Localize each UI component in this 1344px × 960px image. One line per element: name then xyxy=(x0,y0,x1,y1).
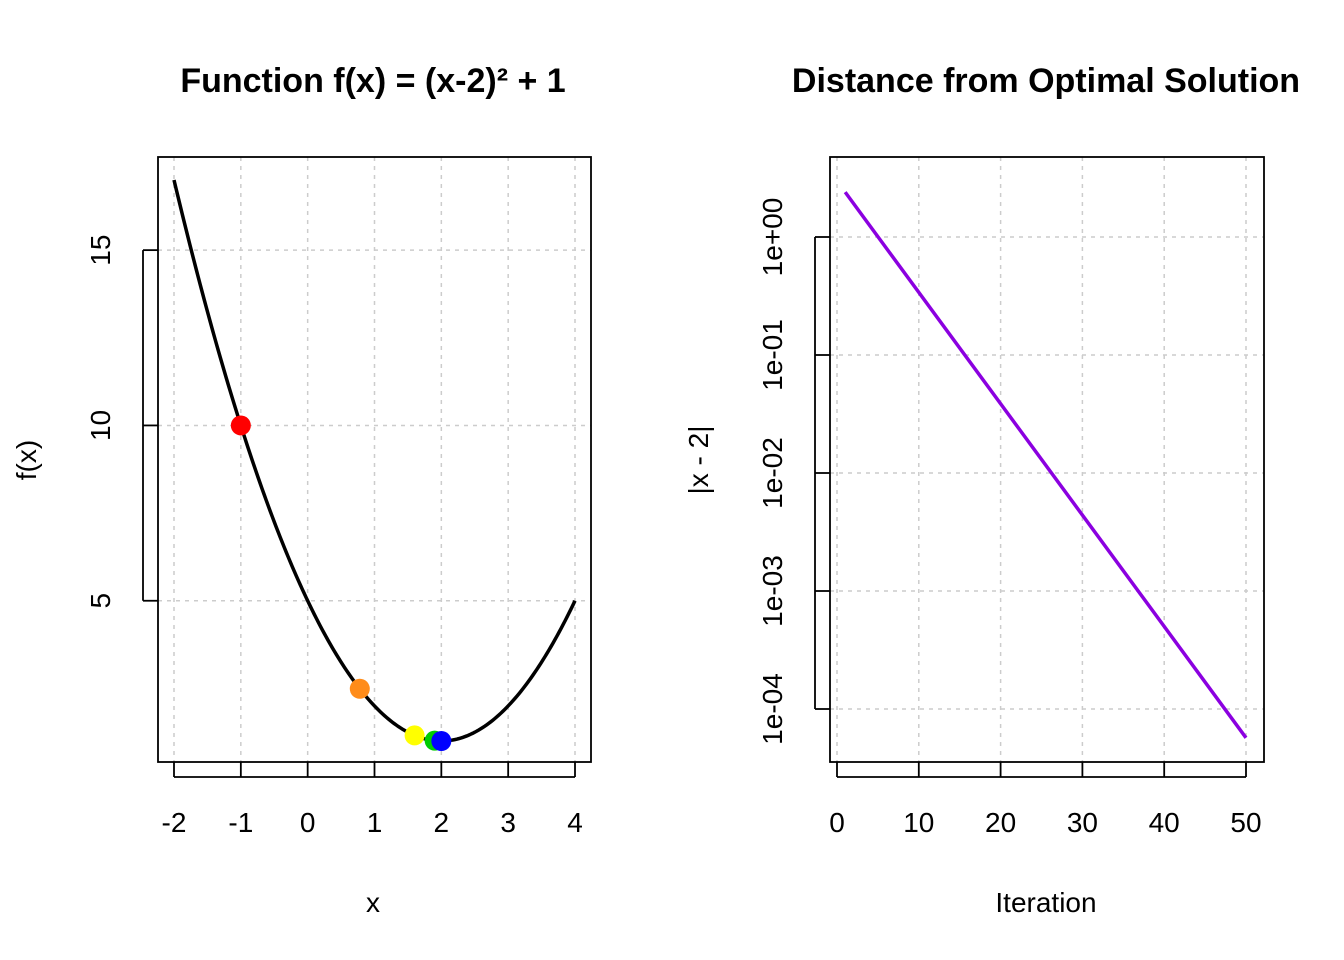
distance-plot: Distance from Optimal Solution Iteration… xyxy=(683,62,1300,918)
left-chart-title: Function f(x) = (x-2)² + 1 xyxy=(180,62,565,100)
left-x-tick-label: 1 xyxy=(367,807,383,838)
right-y-axis-label: |x - 2| xyxy=(683,425,714,494)
right-y-tick-label: 1e-01 xyxy=(757,319,788,391)
iteration-point xyxy=(404,725,425,746)
right-y-tick-label: 1e-02 xyxy=(757,437,788,509)
left-y-tick-label: 15 xyxy=(85,235,116,266)
right-ticks: 0 10 20 30 40 50 1e+00 1e-01 1e-02 1e-03 1e-04 xyxy=(757,198,1262,838)
right-plot-frame xyxy=(829,156,1265,763)
left-x-tick-label: -1 xyxy=(228,807,253,838)
iteration-point xyxy=(431,731,452,751)
iteration-points xyxy=(230,415,452,751)
left-x-tick-label: 0 xyxy=(300,807,316,838)
function-curve xyxy=(172,179,577,743)
left-x-tick-label: -2 xyxy=(162,807,187,838)
left-ticks: -2 -1 0 1 2 3 4 5 10 15 xyxy=(85,235,583,838)
left-x-tick-label: 4 xyxy=(567,807,583,838)
right-y-tick-label: 1e-04 xyxy=(757,673,788,745)
right-grid xyxy=(830,157,1264,762)
right-x-tick-label: 10 xyxy=(903,807,934,838)
left-y-axis-label: f(x) xyxy=(11,440,42,480)
iteration-point xyxy=(349,678,370,699)
left-y-tick-label: 5 xyxy=(85,593,116,609)
left-y-tick-label: 10 xyxy=(85,410,116,441)
left-x-axis-label: x xyxy=(366,887,380,918)
left-plot-frame xyxy=(157,156,592,763)
left-grid xyxy=(158,157,591,762)
left-x-tick-label: 3 xyxy=(500,807,516,838)
right-chart-title: Distance from Optimal Solution xyxy=(792,62,1300,100)
distance-line xyxy=(843,191,1248,739)
right-y-tick-label: 1e+00 xyxy=(757,198,788,277)
right-x-tick-label: 30 xyxy=(1067,807,1098,838)
right-x-tick-label: 40 xyxy=(1149,807,1180,838)
iteration-point xyxy=(230,415,251,436)
right-y-tick-label: 1e-03 xyxy=(757,555,788,627)
right-x-tick-label: 20 xyxy=(985,807,1016,838)
right-x-tick-label: 50 xyxy=(1230,807,1261,838)
function-plot: Function f(x) = (x-2)² + 1 x f(x) -2 -1 0 1… xyxy=(11,62,592,918)
left-x-tick-label: 2 xyxy=(434,807,450,838)
right-x-axis-label: Iteration xyxy=(995,887,1096,918)
right-x-tick-label: 0 xyxy=(829,807,845,838)
